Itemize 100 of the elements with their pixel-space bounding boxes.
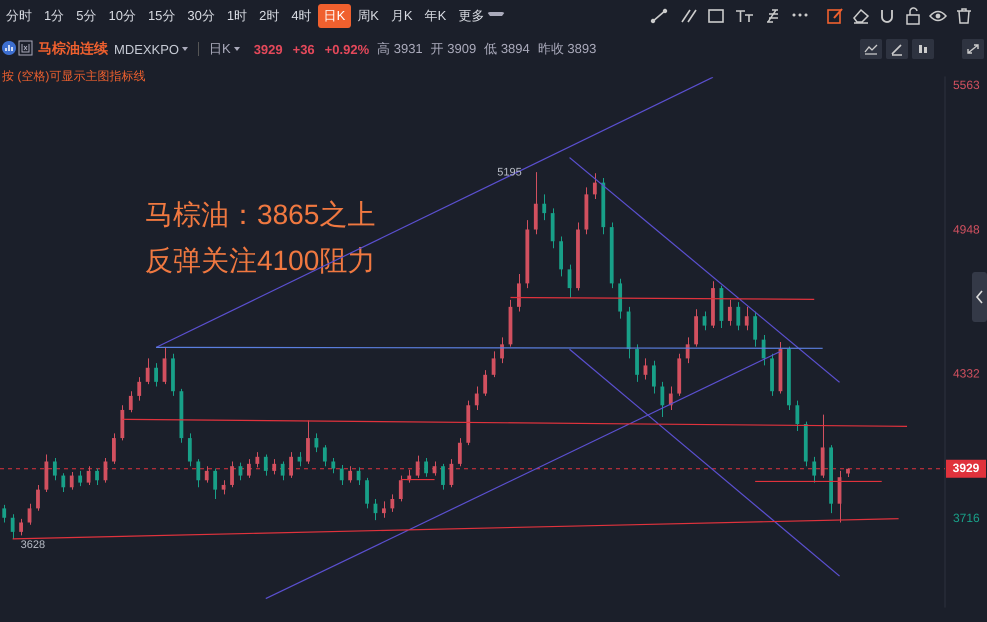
annotation: 按 (空格)可显示主图指标线: [2, 68, 146, 85]
candlestick: [19, 518, 23, 536]
candlestick: [365, 477, 369, 509]
candlestick: [112, 432, 116, 464]
candlestick: [492, 350, 496, 378]
candlestick: [568, 264, 572, 298]
candlestick: [660, 381, 664, 418]
candlestick: [702, 311, 706, 331]
candlestick: [382, 500, 386, 518]
text: 周K: [356, 7, 380, 25]
candlestick: [255, 452, 260, 468]
annotation: 马棕油：3865之上: [145, 198, 376, 232]
text: 分时: [5, 7, 33, 25]
candlestick: [188, 432, 192, 467]
text: 日K: [318, 4, 352, 28]
candlestick: [272, 458, 276, 475]
candlestick: [306, 420, 310, 464]
candlestick: [2, 504, 6, 523]
text: 4时: [290, 7, 313, 25]
candlestick: [137, 376, 142, 402]
candlestick: [52, 457, 57, 481]
text: +36: [292, 42, 315, 56]
candlestick: [795, 400, 800, 432]
candlestick: [154, 362, 158, 388]
candlestick: [450, 458, 454, 488]
candlestick: [483, 370, 488, 396]
candlestick: [128, 390, 133, 413]
candlestick: [298, 452, 302, 467]
candlestick: [78, 470, 82, 487]
text: 15分: [146, 7, 176, 25]
candlestick: [86, 466, 90, 486]
candlestick: [542, 194, 546, 221]
text: 年K: [424, 7, 448, 25]
candlestick: [348, 466, 352, 484]
candlestick: [517, 274, 521, 312]
candlestick: [247, 458, 251, 478]
text: 3929: [254, 42, 283, 56]
text: 更多: [457, 7, 486, 25]
candlestick: [264, 454, 268, 476]
candlestick: [374, 498, 378, 521]
candlestick: [213, 468, 218, 500]
text: 30分: [186, 7, 216, 25]
candlestick: [230, 461, 234, 488]
candlestick: [238, 462, 242, 481]
candlestick: [753, 311, 758, 348]
chart-subtitle: MDEXKPO: [114, 42, 180, 56]
candlestick: [61, 472, 66, 492]
candlestick: [812, 456, 816, 484]
candlestick: [222, 480, 226, 495]
candlestick: [424, 457, 428, 478]
y-tick-label: 3716: [953, 511, 980, 525]
candlestick: [474, 386, 479, 410]
candlestick: [441, 463, 445, 490]
candlestick: [70, 472, 74, 490]
text: 高 3931: [377, 40, 423, 58]
candlestick: [331, 457, 336, 474]
candlestick: [104, 457, 108, 484]
y-tick-label: 5563: [953, 78, 980, 92]
candlestick: [340, 464, 344, 486]
annotation: 3628: [20, 538, 46, 551]
y-tick-label: 4332: [953, 366, 980, 381]
candlestick: [356, 466, 360, 486]
candlestick: [95, 468, 99, 486]
candlestick: [162, 346, 166, 385]
text: +0.92%: [324, 42, 370, 56]
candlestick: [204, 466, 209, 484]
candlestick: [289, 452, 293, 478]
candlestick: [322, 444, 327, 467]
candlestick: [432, 461, 436, 476]
candlestick: [416, 455, 420, 478]
candlestick: [36, 484, 40, 512]
candlestick: [762, 334, 766, 366]
y-tick-label: 4948: [953, 222, 980, 236]
ref-line-label: 3929: [952, 461, 980, 476]
candlestick: [728, 299, 732, 326]
candlestick: [390, 494, 394, 512]
candlestick: [652, 360, 656, 394]
candlestick: [592, 172, 597, 200]
candlestick: [644, 358, 648, 380]
text: 日K: [209, 40, 231, 58]
text: 1分: [43, 7, 66, 25]
candlestick: [744, 306, 749, 331]
text: 月K: [390, 7, 414, 25]
text: 开 3909: [430, 40, 476, 58]
text: 10分: [107, 7, 137, 25]
candlestick: [500, 336, 504, 364]
candlestick: [398, 475, 403, 502]
text: 1时: [226, 7, 248, 25]
candlestick: [314, 432, 318, 453]
text: 5分: [75, 7, 98, 25]
candlestick: [10, 514, 15, 540]
candlestick: [458, 438, 462, 467]
text: 低 3894: [484, 40, 530, 58]
chart-title: 马棕油连续: [38, 40, 108, 58]
candlestick: [28, 503, 32, 526]
candlestick: [280, 461, 285, 481]
candlestick: [146, 358, 150, 385]
candlestick: [736, 302, 740, 331]
candlestick: [196, 458, 200, 488]
text: 2时: [258, 7, 280, 25]
